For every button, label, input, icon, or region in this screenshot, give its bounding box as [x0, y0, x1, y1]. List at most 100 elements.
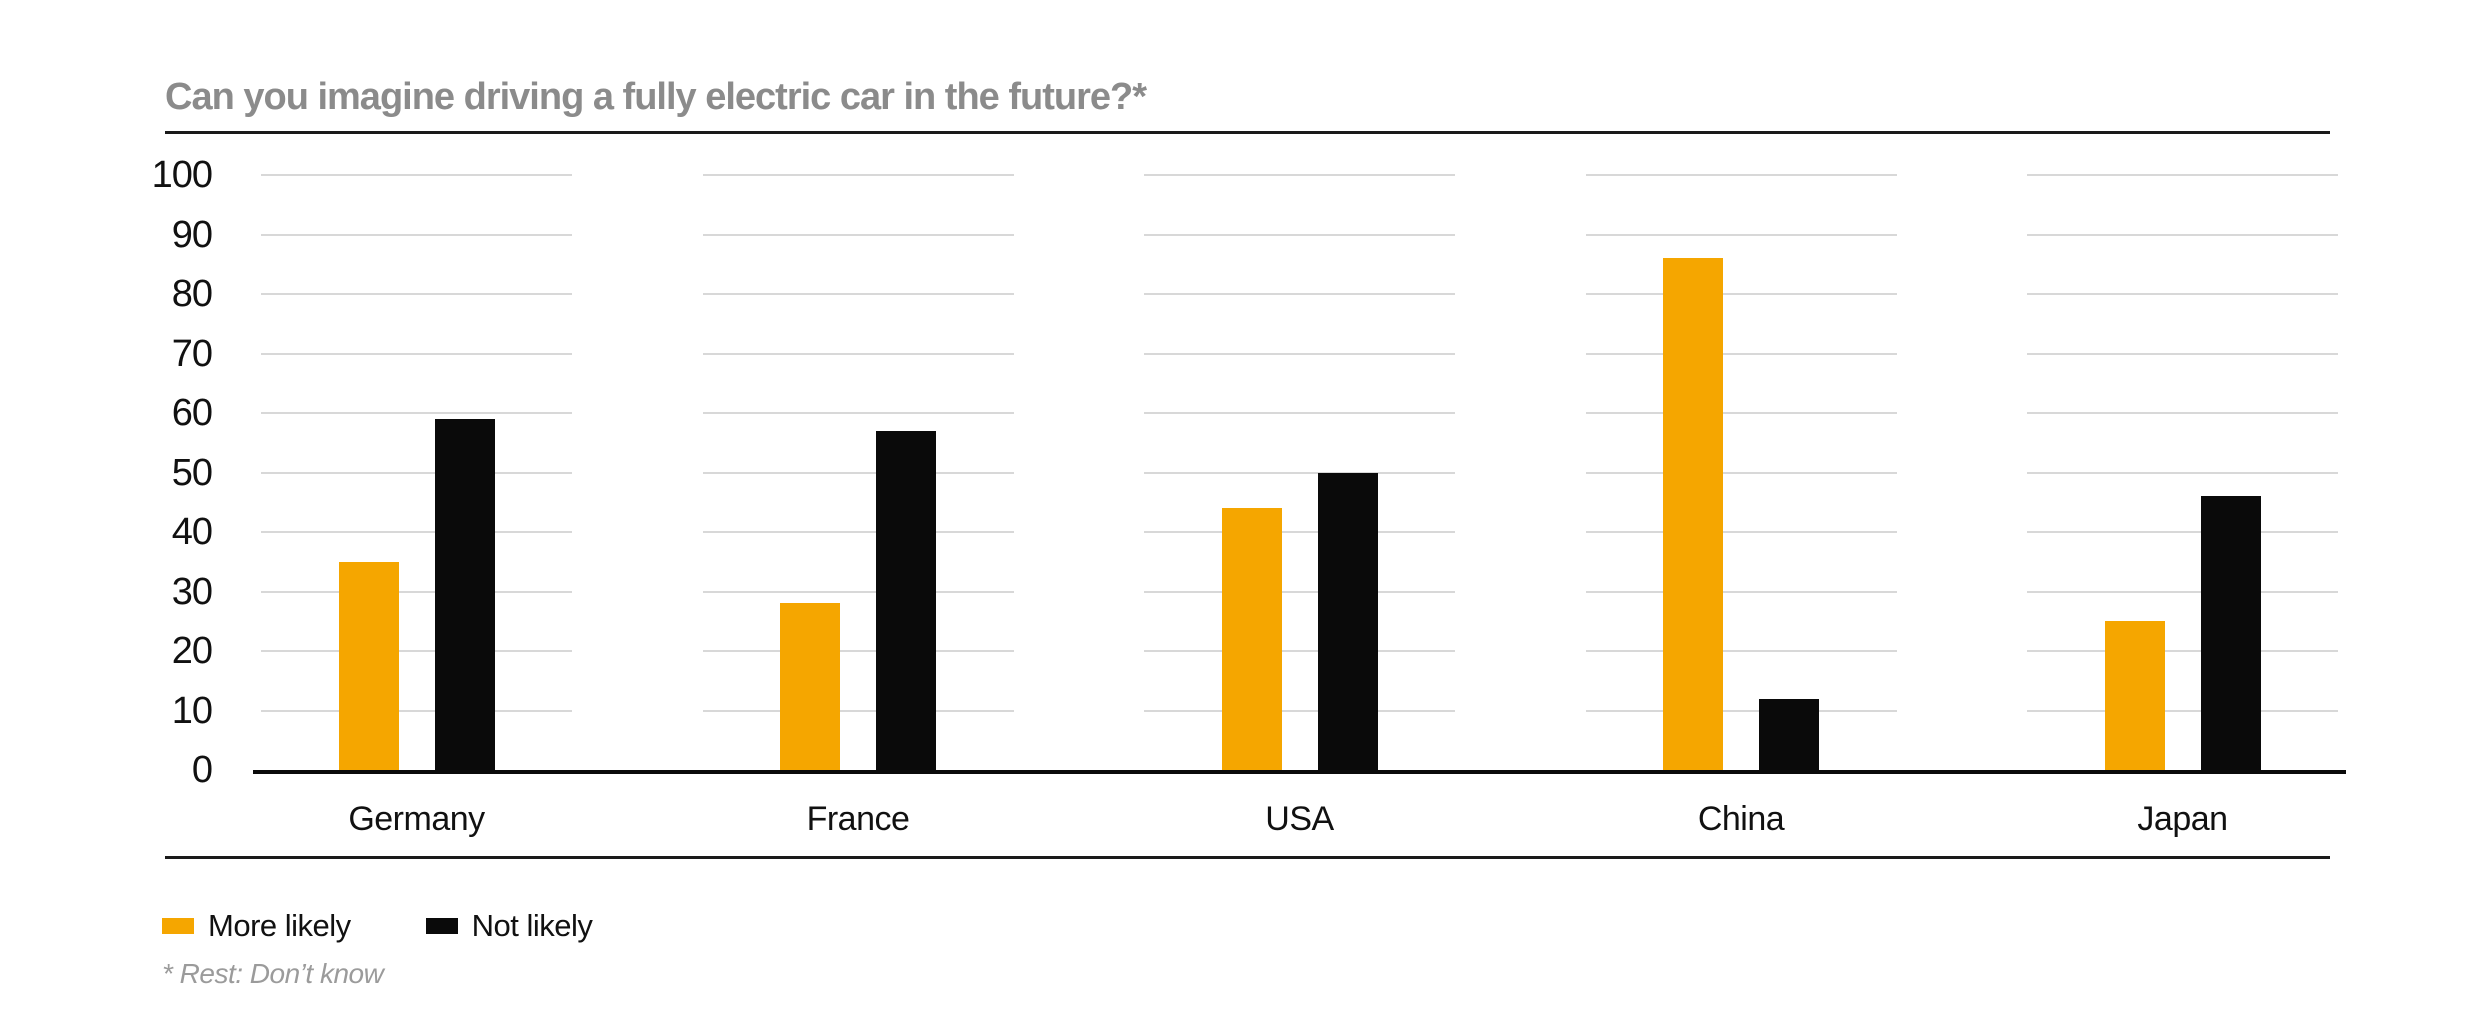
gridline: [2027, 650, 2338, 652]
y-tick-label: 60: [171, 392, 213, 434]
country-group-germany: Germany: [261, 174, 572, 838]
gridline: [1144, 233, 1455, 236]
gridline: [261, 293, 572, 295]
gridline: [2027, 233, 2338, 236]
country-group-japan: Japan: [2027, 174, 2338, 838]
gridline: [261, 352, 572, 355]
legend-label-not-likely: Not likely: [471, 908, 593, 943]
gridline: [1585, 293, 1897, 295]
bar-not-likely-france: [876, 430, 936, 770]
gridline: [702, 709, 1014, 712]
bar-more-likely-china: [1663, 258, 1723, 770]
bar-pair: [1586, 175, 1897, 770]
legend-item-more-likely: More likely: [162, 908, 351, 944]
legend-swatch-more-likely: [162, 918, 194, 934]
gridline: [702, 293, 1014, 295]
category-label: France: [806, 800, 910, 838]
legend: More likely Not likely: [162, 900, 593, 952]
bar-pair: [261, 175, 572, 770]
y-tick-label: 50: [171, 451, 213, 494]
y-tick-label: 40: [171, 511, 213, 553]
legend-label-more-likely: More likely: [208, 908, 351, 943]
gridline: [261, 233, 572, 236]
footnote: * Rest: Don’t know: [162, 958, 384, 989]
y-tick-label: 90: [171, 213, 213, 256]
y-tick-label: 80: [171, 273, 213, 315]
bar-pair: [703, 175, 1014, 770]
country-group-france: France: [702, 174, 1014, 838]
y-tick-label: 30: [171, 570, 213, 613]
y-axis: 100 90 80 70 60 50 40 30 20 10 0: [120, 154, 213, 791]
gridline: [2027, 412, 2338, 414]
gridline: [2027, 174, 2338, 176]
bar-more-likely-germany: [338, 561, 399, 770]
legend-item-not-likely: Not likely: [425, 908, 593, 944]
gridline: [2027, 590, 2338, 593]
gridline: [1144, 471, 1455, 474]
bar-not-likely-usa: [1317, 472, 1378, 770]
gridline: [702, 471, 1014, 474]
category-label: Japan: [2137, 800, 2228, 838]
gridline: [1144, 590, 1455, 593]
y-tick-label: 10: [171, 689, 213, 732]
top-divider: [165, 131, 2330, 134]
category-label: USA: [1265, 800, 1334, 838]
gridline: [2027, 293, 2338, 295]
gridline: [702, 590, 1014, 593]
gridline: [1585, 650, 1897, 652]
category-label: China: [1697, 800, 1785, 838]
gridline: [702, 650, 1014, 652]
gridline: [261, 709, 572, 712]
gridline: [261, 471, 572, 474]
bar-not-likely-germany: [434, 418, 495, 770]
bar-not-likely-china: [1759, 698, 1819, 770]
plot-area: Germany France USA China Japan: [253, 174, 2346, 838]
gridline: [1585, 590, 1897, 593]
gridline: [261, 412, 572, 414]
gridline: [1585, 471, 1897, 474]
gridline: [702, 412, 1014, 414]
gridline: [1585, 352, 1897, 355]
gridline: [261, 174, 572, 176]
gridline: [261, 531, 572, 533]
gridline: [2027, 709, 2338, 712]
y-tick-label: 20: [171, 630, 213, 672]
gridline: [702, 352, 1014, 355]
bottom-divider: [165, 856, 2330, 859]
bar-more-likely-japan: [2104, 621, 2165, 770]
y-tick-label: 100: [151, 154, 213, 196]
gridline: [702, 233, 1014, 236]
gridline: [1144, 293, 1455, 295]
bar-pair: [2027, 175, 2338, 770]
bar-not-likely-japan: [2200, 496, 2261, 770]
gridline: [1585, 412, 1897, 414]
country-group-china: China: [1585, 174, 1897, 838]
gridline: [2027, 352, 2338, 355]
gridline: [1585, 531, 1897, 533]
chart-title: Can you imagine driving a fully electric…: [165, 76, 1147, 118]
y-tick-label: 70: [171, 332, 213, 375]
gridline: [2027, 471, 2338, 474]
gridline: [1585, 233, 1897, 236]
gridline: [1585, 174, 1897, 176]
gridline: [1144, 531, 1455, 533]
legend-swatch-not-likely: [425, 918, 458, 934]
gridline: [1144, 352, 1455, 355]
gridline: [261, 650, 572, 652]
gridline: [1585, 709, 1897, 712]
gridline: [702, 531, 1014, 533]
gridline: [2027, 531, 2338, 533]
category-label: Germany: [348, 800, 485, 838]
y-tick-label: 0: [191, 749, 213, 791]
gridline: [1144, 709, 1455, 712]
bar-more-likely-france: [780, 603, 840, 770]
country-group-usa: USA: [1144, 174, 1455, 838]
gridline: [261, 590, 572, 593]
gridline: [702, 174, 1014, 176]
gridline: [1144, 650, 1455, 652]
gridline: [1144, 412, 1455, 414]
gridline: [1144, 174, 1455, 176]
bar-more-likely-usa: [1221, 508, 1282, 770]
bar-pair: [1144, 175, 1455, 770]
